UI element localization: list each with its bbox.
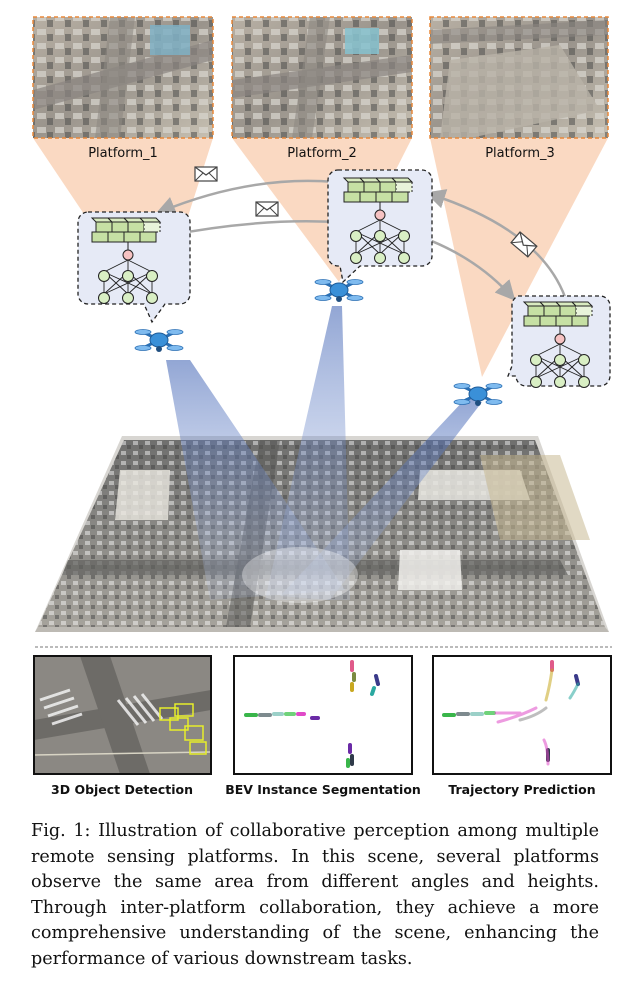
task-panel-trajectory bbox=[432, 655, 612, 775]
drone-icon-2 bbox=[313, 278, 365, 304]
drone-icon-3 bbox=[452, 382, 504, 408]
network-bubble-3 bbox=[507, 295, 611, 388]
detection-box bbox=[159, 707, 179, 721]
task-label-detection: 3D Object Detection bbox=[51, 782, 193, 797]
sensing-beams bbox=[166, 306, 482, 603]
link-2-to-1 bbox=[155, 179, 336, 216]
view-cone-3 bbox=[430, 138, 608, 377]
network-bubble-1 bbox=[77, 211, 191, 324]
figure bbox=[32, 16, 612, 775]
envelope-icon bbox=[194, 166, 218, 182]
task-label-segmentation: BEV Instance Segmentation bbox=[225, 782, 421, 797]
task-label-trajectory: Trajectory Prediction bbox=[448, 782, 596, 797]
task-panel-segmentation bbox=[233, 655, 413, 775]
aerial-view-2 bbox=[231, 16, 413, 139]
detection-box bbox=[174, 703, 194, 717]
network-bubble-2 bbox=[327, 169, 433, 284]
detection-box bbox=[184, 725, 204, 741]
platform-label-3: Platform_3 bbox=[485, 146, 555, 161]
envelope-icon bbox=[255, 201, 279, 217]
aerial-view-1 bbox=[32, 16, 214, 139]
platform-label-1: Platform_1 bbox=[88, 146, 158, 161]
platform-label-2: Platform_2 bbox=[287, 146, 357, 161]
detection-box bbox=[189, 741, 207, 755]
task-panel-detection bbox=[33, 655, 212, 775]
aerial-view-3 bbox=[429, 16, 609, 139]
detection-box bbox=[169, 717, 189, 731]
figure-caption: Fig. 1: Illustration of collaborative pe… bbox=[31, 821, 599, 969]
drone-icon-1 bbox=[133, 328, 185, 354]
